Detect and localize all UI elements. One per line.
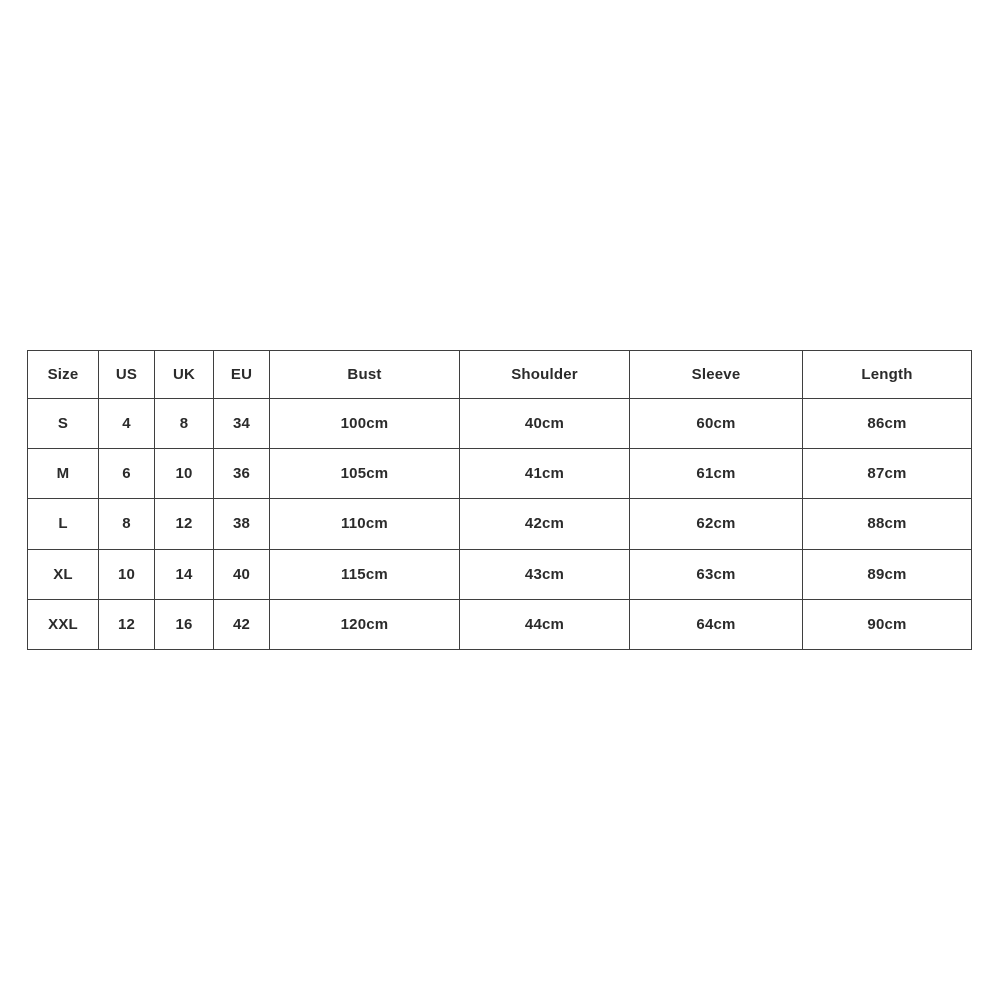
table-row-s: S 4 8 34 100cm 40cm 60cm 86cm [27,397,972,450]
table-row-m: M 6 10 36 105cm 41cm 61cm 87cm [27,448,972,500]
header-cell-sleeve: Sleeve [629,350,803,399]
cell-shoulder: 40cm [459,397,630,450]
header-cell-size: Size [27,350,99,399]
cell-uk: 16 [154,598,214,651]
table-row-xl: XL 10 14 40 115cm 43cm 63cm 89cm [27,548,972,600]
header-cell-shoulder: Shoulder [459,350,630,399]
header-row: Size US UK EU Bust Shoulder Sleeve Lengt… [27,350,972,399]
cell-shoulder: 44cm [459,598,630,651]
cell-length: 89cm [802,548,972,600]
cell-bust: 100cm [269,397,460,450]
table-row-l: L 8 12 38 110cm 42cm 62cm 88cm [27,498,972,550]
cell-bust: 120cm [269,598,460,651]
cell-bust: 110cm [269,498,460,550]
cell-uk: 8 [154,397,214,450]
header-cell-eu: EU [213,350,270,399]
cell-size: L [27,498,99,550]
cell-us: 10 [98,548,155,600]
cell-sleeve: 63cm [629,548,803,600]
cell-length: 90cm [802,598,972,651]
table-row-xxl: XXL 12 16 42 120cm 44cm 64cm 90cm [27,598,972,651]
cell-size: M [27,448,99,500]
cell-us: 12 [98,598,155,651]
header-cell-uk: UK [154,350,214,399]
cell-us: 6 [98,448,155,500]
cell-eu: 42 [213,598,270,651]
cell-length: 87cm [802,448,972,500]
cell-bust: 115cm [269,548,460,600]
cell-sleeve: 64cm [629,598,803,651]
cell-size: S [27,397,99,450]
cell-eu: 36 [213,448,270,500]
cell-length: 86cm [802,397,972,450]
cell-uk: 12 [154,498,214,550]
cell-length: 88cm [802,498,972,550]
size-chart-table: Size US UK EU Bust Shoulder Sleeve Lengt… [27,350,972,651]
cell-shoulder: 41cm [459,448,630,500]
cell-bust: 105cm [269,448,460,500]
cell-sleeve: 60cm [629,397,803,450]
header-cell-us: US [98,350,155,399]
cell-sleeve: 62cm [629,498,803,550]
cell-shoulder: 43cm [459,548,630,600]
cell-uk: 10 [154,448,214,500]
header-cell-length: Length [802,350,972,399]
cell-us: 4 [98,397,155,450]
header-cell-bust: Bust [269,350,460,399]
cell-size: XXL [27,598,99,651]
cell-size: XL [27,548,99,600]
cell-eu: 38 [213,498,270,550]
cell-us: 8 [98,498,155,550]
cell-shoulder: 42cm [459,498,630,550]
cell-uk: 14 [154,548,214,600]
cell-eu: 40 [213,548,270,600]
cell-eu: 34 [213,397,270,450]
cell-sleeve: 61cm [629,448,803,500]
